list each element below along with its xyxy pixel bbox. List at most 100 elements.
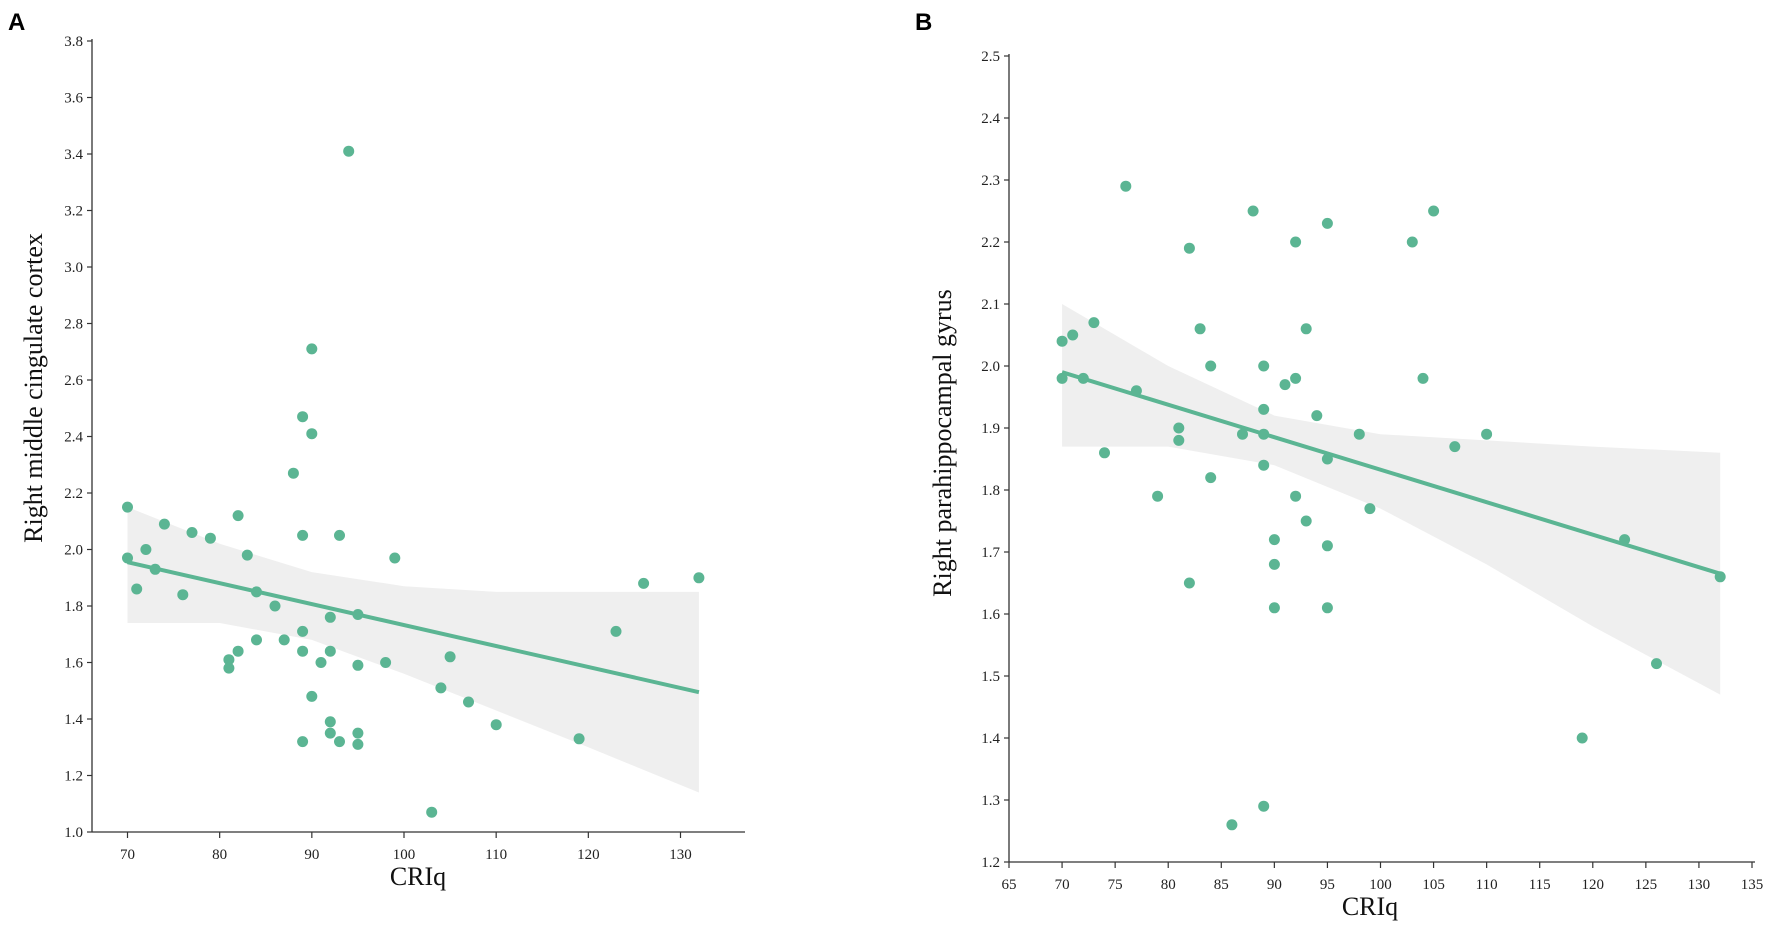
- data-point: [638, 577, 650, 589]
- y-tick-label: 3.4: [64, 147, 83, 163]
- y-tick-label: 1.7: [981, 545, 1000, 561]
- data-point: [1300, 323, 1312, 335]
- data-point: [352, 659, 364, 671]
- confidence-band-area-b: [1062, 304, 1721, 695]
- data-point: [1120, 180, 1132, 192]
- data-point: [1067, 329, 1079, 341]
- data-point: [1237, 428, 1248, 440]
- chart-panel-b: B 65 70 75 80 85 90 95 100 105 110 115 120 125 130 135…: [915, 9, 1763, 921]
- y-tick-label: 2.0: [981, 359, 1000, 375]
- data-point: [1311, 410, 1323, 422]
- data-point: [1428, 205, 1440, 217]
- data-point: [1651, 658, 1662, 670]
- y-tick-label: 1.4: [64, 712, 83, 728]
- data-point: [297, 625, 309, 637]
- x-tick-label: 65: [1002, 877, 1017, 893]
- data-point: [463, 696, 474, 708]
- data-point: [1099, 447, 1110, 459]
- data-point: [693, 572, 705, 584]
- data-point: [573, 733, 585, 745]
- data-point: [1183, 242, 1195, 254]
- x-tick-label: 120: [577, 847, 600, 863]
- y-tick-label: 1.8: [64, 599, 83, 615]
- data-point: [122, 552, 133, 564]
- data-point: [232, 510, 244, 522]
- data-point: [306, 690, 318, 702]
- data-point: [352, 738, 364, 750]
- data-point: [1279, 379, 1291, 391]
- x-tick-label: 120: [1582, 877, 1605, 893]
- data-point: [324, 716, 336, 728]
- data-point: [1258, 360, 1270, 372]
- data-point: [490, 719, 502, 731]
- data-point: [149, 563, 161, 575]
- data-point: [1130, 385, 1142, 397]
- x-tick-label: 80: [212, 847, 227, 863]
- confidence-band-b: [1062, 304, 1721, 695]
- data-point: [131, 583, 143, 595]
- data-point: [1300, 515, 1312, 527]
- y-tick-label: 1.6: [981, 607, 1000, 623]
- data-point: [122, 501, 133, 513]
- y-tick-label: 2.6: [64, 373, 83, 389]
- confidence-band-area-a: [127, 507, 699, 793]
- data-point: [1173, 434, 1185, 446]
- regression-line-a: [127, 560, 700, 695]
- data-point: [297, 645, 309, 657]
- data-point: [435, 682, 447, 694]
- data-point: [334, 529, 345, 541]
- scatter-points-b: [1056, 180, 1726, 831]
- data-point: [1417, 372, 1429, 384]
- y-tick-label: 2.2: [981, 235, 1000, 251]
- x-tick-label: 80: [1161, 877, 1176, 893]
- y-tick-label: 2.8: [64, 317, 83, 333]
- data-point: [1173, 422, 1185, 434]
- data-point: [352, 609, 364, 620]
- data-point: [1247, 205, 1259, 217]
- scatter-points-a: [122, 145, 705, 818]
- regression-line-b: [1061, 370, 1721, 576]
- regression-line-a: [127, 560, 700, 695]
- data-point: [1321, 540, 1333, 552]
- data-point: [610, 625, 622, 637]
- data-point: [306, 343, 318, 355]
- x-tick-label: 95: [1320, 877, 1335, 893]
- data-point: [278, 634, 290, 646]
- data-point: [1205, 472, 1217, 484]
- y-tick-label: 3.0: [64, 260, 83, 276]
- x-tick-label: 70: [1055, 877, 1070, 893]
- data-point: [1321, 217, 1333, 229]
- y-tick-label: 2.4: [981, 111, 1000, 127]
- data-point: [251, 586, 262, 598]
- data-point: [380, 657, 392, 668]
- data-point: [1077, 372, 1089, 384]
- data-point: [324, 645, 336, 657]
- y-ticks-a: 1.0 1.2 1.4 1.6 1.8 2.0 2.2 2.4 2.6 2.8 3.0 3.2 3.4 3…: [64, 34, 92, 841]
- data-point: [140, 544, 152, 555]
- x-tick-label: 75: [1108, 877, 1123, 893]
- x-tick-label: 130: [669, 847, 692, 863]
- data-point: [1056, 372, 1068, 384]
- y-tick-label: 2.0: [64, 543, 83, 559]
- y-tick-label: 2.1: [981, 297, 1000, 313]
- data-point: [352, 727, 364, 739]
- data-point: [1056, 335, 1068, 347]
- data-point: [1258, 428, 1270, 440]
- y-tick-label: 1.9: [981, 421, 1000, 437]
- x-tick-label: 130: [1688, 877, 1711, 893]
- x-tick-label: 100: [393, 847, 416, 863]
- data-point: [177, 589, 189, 601]
- panel-label-a: A: [8, 9, 25, 36]
- data-point: [287, 467, 299, 479]
- confidence-band-a: [127, 507, 699, 793]
- y-tick-label: 3.6: [64, 91, 83, 107]
- y-tick-label: 3.8: [64, 34, 83, 50]
- axes-b: [1008, 54, 1755, 863]
- data-point: [1406, 236, 1418, 248]
- data-point: [204, 532, 216, 544]
- y-tick-label: 2.4: [64, 430, 83, 446]
- y-tick-label: 1.3: [981, 793, 1000, 809]
- chart-panel-a: A 70 80 90 100 110 120 130 1.0 1.2 1.4 1.6 1.8 2.0 2…: [8, 9, 745, 891]
- data-point: [1290, 236, 1302, 248]
